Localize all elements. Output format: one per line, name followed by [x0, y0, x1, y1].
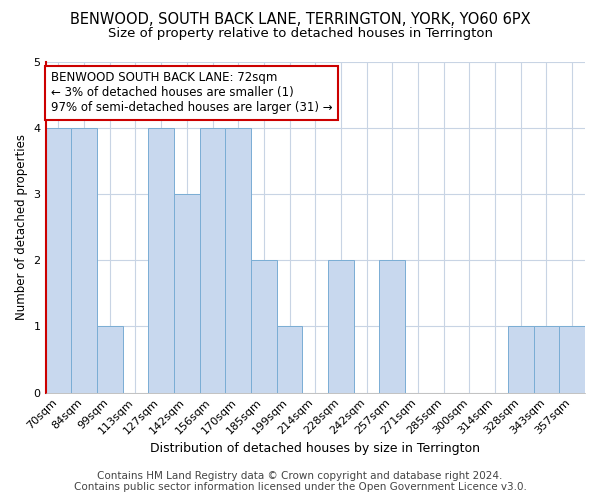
Bar: [97, 326, 122, 392]
Bar: [379, 260, 405, 392]
Text: Size of property relative to detached houses in Terrington: Size of property relative to detached ho…: [107, 28, 493, 40]
Bar: [46, 128, 71, 392]
Bar: [277, 326, 302, 392]
Bar: [174, 194, 200, 392]
Bar: [559, 326, 585, 392]
Bar: [226, 128, 251, 392]
X-axis label: Distribution of detached houses by size in Terrington: Distribution of detached houses by size …: [150, 442, 480, 455]
Text: Contains HM Land Registry data © Crown copyright and database right 2024.
Contai: Contains HM Land Registry data © Crown c…: [74, 471, 526, 492]
Y-axis label: Number of detached properties: Number of detached properties: [15, 134, 28, 320]
Text: BENWOOD, SOUTH BACK LANE, TERRINGTON, YORK, YO60 6PX: BENWOOD, SOUTH BACK LANE, TERRINGTON, YO…: [70, 12, 530, 28]
Bar: [328, 260, 354, 392]
Bar: [533, 326, 559, 392]
Bar: [71, 128, 97, 392]
Bar: [251, 260, 277, 392]
Bar: [148, 128, 174, 392]
Bar: [508, 326, 533, 392]
Bar: [200, 128, 226, 392]
Text: BENWOOD SOUTH BACK LANE: 72sqm
← 3% of detached houses are smaller (1)
97% of se: BENWOOD SOUTH BACK LANE: 72sqm ← 3% of d…: [51, 72, 332, 114]
